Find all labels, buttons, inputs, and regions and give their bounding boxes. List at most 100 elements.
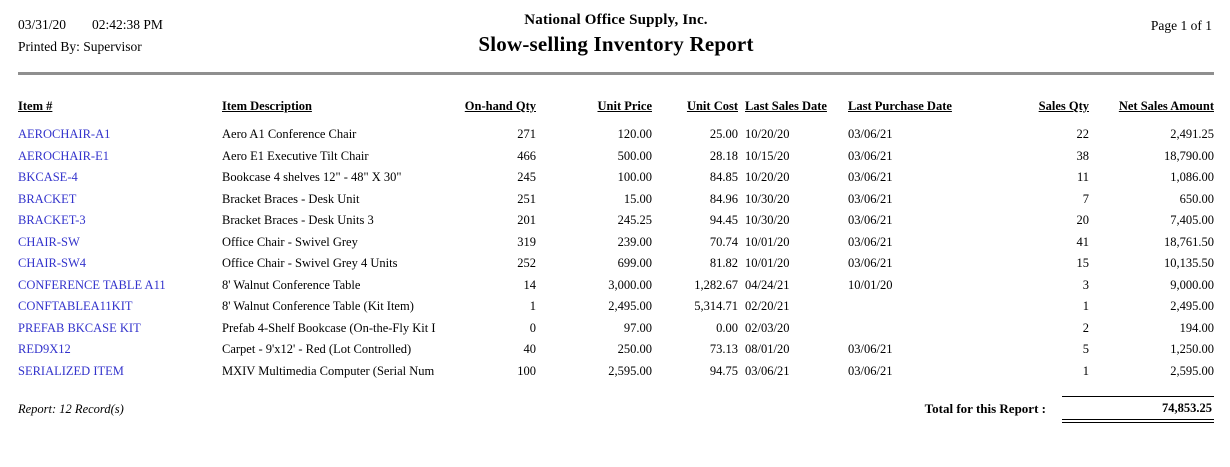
on-hand-qty-value: 14 xyxy=(523,277,537,292)
unit-cost-value: 73.13 xyxy=(709,342,738,357)
item-number-link[interactable]: AEROCHAIR-A1 xyxy=(18,127,111,142)
report-page: 03/31/20 02:42:38 PM Printed By: Supervis… xyxy=(18,12,1214,423)
col-item-number: Item # xyxy=(18,99,53,113)
on-hand-qty-value: 271 xyxy=(517,127,536,142)
unit-cost-value: 1,282.67 xyxy=(694,277,738,292)
table-row: CONFERENCE TABLE A11 8' Walnut Conferenc… xyxy=(18,275,1214,297)
item-description: Aero E1 Executive Tilt Chair xyxy=(222,148,369,163)
unit-price-value: 699.00 xyxy=(617,256,652,271)
last-purchase-date-value: 03/06/21 xyxy=(848,127,893,142)
item-description: Bookcase 4 shelves 12" - 48" X 30" xyxy=(222,170,402,185)
unit-cost-value: 0.00 xyxy=(716,320,738,335)
sales-qty-value: 22 xyxy=(1076,127,1090,142)
unit-price-value: 3,000.00 xyxy=(608,277,652,292)
unit-cost-value: 28.18 xyxy=(709,148,738,163)
item-number-link[interactable]: SERIALIZED ITEM xyxy=(18,363,124,378)
table-row: BKCASE-4 Bookcase 4 shelves 12" - 48" X … xyxy=(18,167,1214,189)
item-number-link[interactable]: BRACKET-3 xyxy=(18,213,86,228)
unit-price-value: 2,595.00 xyxy=(608,363,652,378)
total-label: Total for this Report : xyxy=(924,401,1046,416)
last-sales-date-value: 04/24/21 xyxy=(745,277,790,292)
last-purchase-date-value: 03/06/21 xyxy=(848,363,893,378)
net-sales-amount-value: 194.00 xyxy=(1179,320,1214,335)
sales-qty-value: 1 xyxy=(1082,363,1089,378)
last-purchase-date-value: 03/06/21 xyxy=(848,342,893,357)
report-title-block: National Office Supply, Inc. Slow-sellin… xyxy=(18,12,1214,57)
last-sales-date-value: 03/06/21 xyxy=(745,363,790,378)
item-description: 8' Walnut Conference Table xyxy=(222,277,361,292)
item-number-link[interactable]: CHAIR-SW xyxy=(18,234,80,249)
item-description: Office Chair - Swivel Grey xyxy=(222,234,358,249)
unit-price-value: 100.00 xyxy=(617,170,652,185)
unit-price-value: 2,495.00 xyxy=(608,299,652,314)
last-sales-date-value: 10/30/20 xyxy=(745,213,790,228)
last-purchase-date-value: 03/06/21 xyxy=(848,170,893,185)
on-hand-qty-value: 319 xyxy=(517,234,536,249)
inventory-table: Item # Item Description On-hand Qty Unit… xyxy=(18,99,1214,382)
item-number-link[interactable]: BKCASE-4 xyxy=(18,170,78,185)
unit-cost-value: 84.96 xyxy=(709,191,738,206)
item-number-link[interactable]: BRACKET xyxy=(18,191,77,206)
print-datetime: 03/31/20 02:42:38 PM xyxy=(18,14,163,36)
table-row: SERIALIZED ITEM MXIV Multimedia Computer… xyxy=(18,361,1214,383)
table-row: CONFTABLEA11KIT 8' Walnut Conference Tab… xyxy=(18,296,1214,318)
net-sales-amount-value: 18,790.00 xyxy=(1164,148,1214,163)
item-description: Bracket Braces - Desk Units 3 xyxy=(222,213,374,228)
record-count: Report: 12 Record(s) xyxy=(18,402,124,416)
last-purchase-date-value: 10/01/20 xyxy=(848,277,893,292)
on-hand-qty-value: 245 xyxy=(517,170,536,185)
report-total: Total for this Report : 74,853.25 xyxy=(925,396,1214,423)
item-description: Carpet - 9'x12' - Red (Lot Controlled) xyxy=(222,342,412,357)
last-sales-date-value: 08/01/20 xyxy=(745,342,790,357)
table-row: RED9X12 Carpet - 9'x12' - Red (Lot Contr… xyxy=(18,339,1214,361)
item-number-link[interactable]: AEROCHAIR-E1 xyxy=(18,148,109,163)
unit-cost-value: 94.75 xyxy=(709,363,738,378)
unit-price-value: 15.00 xyxy=(623,191,652,206)
table-header-row: Item # Item Description On-hand Qty Unit… xyxy=(18,99,1214,124)
last-sales-date-value: 10/30/20 xyxy=(745,191,790,206)
net-sales-amount-value: 18,761.50 xyxy=(1164,234,1214,249)
on-hand-qty-value: 40 xyxy=(523,342,537,357)
unit-price-value: 239.00 xyxy=(617,234,652,249)
last-sales-date-value: 10/20/20 xyxy=(745,170,790,185)
unit-price-value: 245.25 xyxy=(617,213,652,228)
item-number-link[interactable]: CONFERENCE TABLE A11 xyxy=(18,277,166,292)
last-purchase-date-value: 03/06/21 xyxy=(848,256,893,271)
item-description: Aero A1 Conference Chair xyxy=(222,127,357,142)
item-number-link[interactable]: PREFAB BKCASE KIT xyxy=(18,320,141,335)
item-description: 8' Walnut Conference Table (Kit Item) xyxy=(222,299,414,314)
item-description: Bracket Braces - Desk Unit xyxy=(222,191,360,206)
inventory-table-body: AEROCHAIR-A1 Aero A1 Conference Chair 27… xyxy=(18,124,1214,382)
item-number-link[interactable]: CONFTABLEA11KIT xyxy=(18,299,133,314)
print-info: 03/31/20 02:42:38 PM Printed By: Supervis… xyxy=(18,14,163,57)
last-sales-date-value: 02/03/20 xyxy=(745,320,790,335)
last-purchase-date-value: 03/06/21 xyxy=(848,191,893,206)
item-number-link[interactable]: CHAIR-SW4 xyxy=(18,256,87,271)
on-hand-qty-value: 100 xyxy=(517,363,536,378)
net-sales-amount-value: 1,086.00 xyxy=(1170,170,1214,185)
item-description: MXIV Multimedia Computer (Serial Num xyxy=(222,363,435,378)
on-hand-qty-value: 252 xyxy=(517,256,536,271)
last-sales-date-value: 10/01/20 xyxy=(745,234,790,249)
net-sales-amount-value: 1,250.00 xyxy=(1170,342,1214,357)
unit-cost-value: 84.85 xyxy=(709,170,738,185)
sales-qty-value: 38 xyxy=(1076,148,1090,163)
unit-price-value: 500.00 xyxy=(617,148,652,163)
net-sales-amount-value: 10,135.50 xyxy=(1164,256,1214,271)
net-sales-amount-value: 7,405.00 xyxy=(1170,213,1214,228)
last-purchase-date-value: 03/06/21 xyxy=(848,234,893,249)
header-divider xyxy=(18,72,1214,75)
table-row: PREFAB BKCASE KIT Prefab 4-Shelf Bookcas… xyxy=(18,318,1214,340)
unit-cost-value: 5,314.71 xyxy=(694,299,738,314)
col-last-purchase-date: Last Purchase Date xyxy=(848,99,952,113)
sales-qty-value: 11 xyxy=(1076,170,1089,185)
sales-qty-value: 15 xyxy=(1076,256,1090,271)
last-sales-date-value: 10/20/20 xyxy=(745,127,790,142)
sales-qty-value: 3 xyxy=(1082,277,1089,292)
item-description: Prefab 4-Shelf Bookcase (On-the-Fly Kit … xyxy=(222,320,436,335)
unit-price-value: 250.00 xyxy=(617,342,652,357)
on-hand-qty-value: 251 xyxy=(517,191,536,206)
on-hand-qty-value: 1 xyxy=(529,299,536,314)
item-number-link[interactable]: RED9X12 xyxy=(18,342,71,357)
page-number: Page 1 of 1 xyxy=(1150,18,1212,33)
